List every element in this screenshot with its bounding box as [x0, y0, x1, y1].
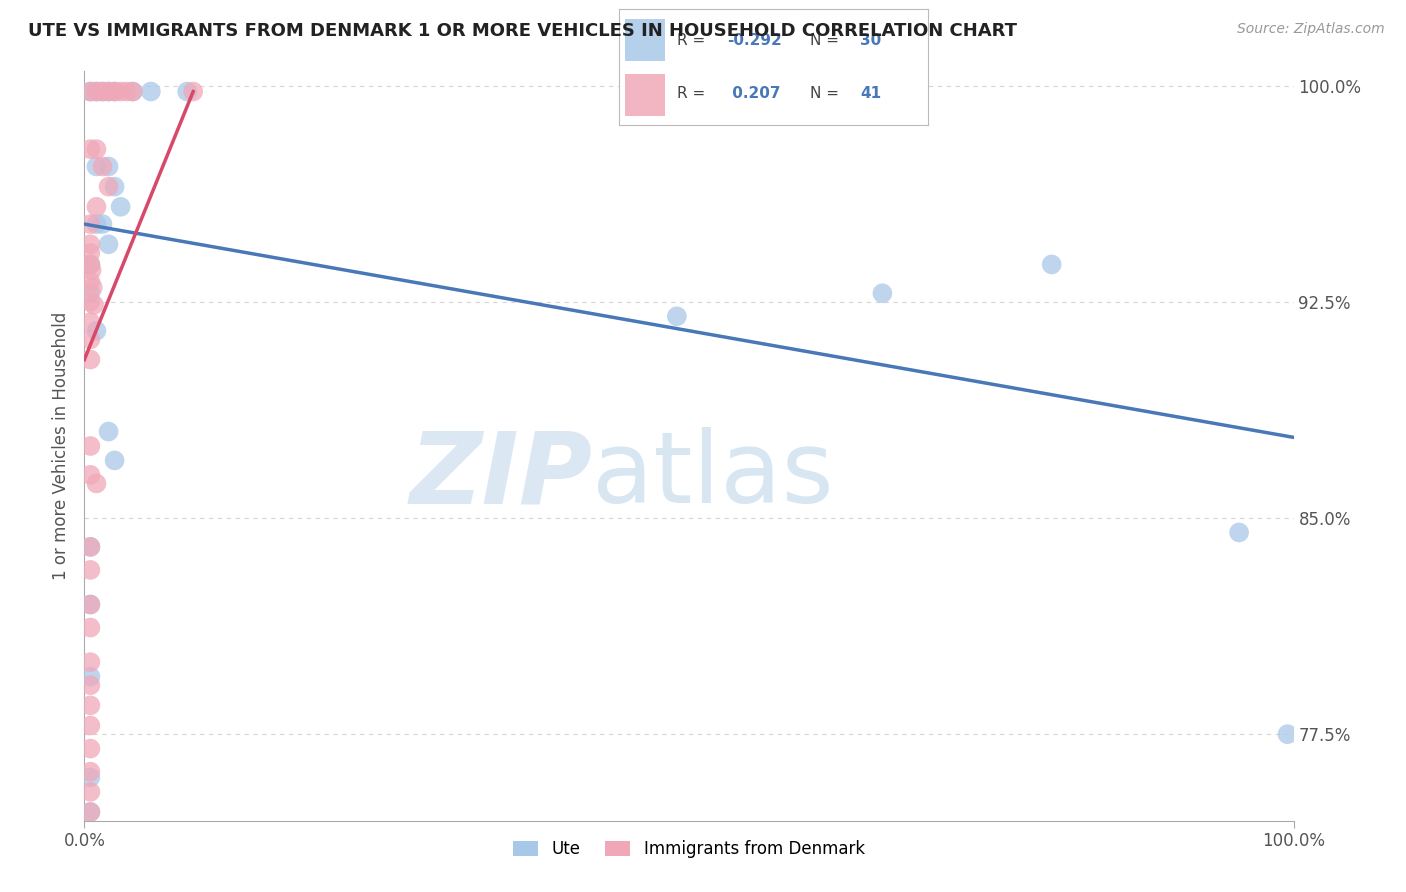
- Point: [79, 257, 101, 271]
- Text: 0.207: 0.207: [727, 86, 780, 101]
- Point: [665, 310, 688, 324]
- Point: [86, 217, 108, 231]
- Point: [115, 85, 138, 99]
- Point: [79, 540, 101, 554]
- Point: [79, 142, 101, 156]
- Point: [79, 246, 101, 260]
- Point: [79, 332, 101, 346]
- Point: [79, 698, 101, 713]
- Point: [97, 85, 120, 99]
- Point: [1040, 257, 1063, 271]
- Point: [104, 453, 127, 467]
- Point: [79, 540, 101, 554]
- Point: [79, 352, 101, 367]
- Point: [176, 85, 198, 99]
- Point: [80, 263, 103, 277]
- Text: 41: 41: [860, 86, 882, 101]
- Point: [79, 741, 101, 756]
- Point: [79, 294, 101, 309]
- Text: -0.292: -0.292: [727, 33, 782, 48]
- Point: [91, 85, 114, 99]
- Point: [83, 298, 105, 312]
- Text: UTE VS IMMIGRANTS FROM DENMARK 1 OR MORE VEHICLES IN HOUSEHOLD CORRELATION CHART: UTE VS IMMIGRANTS FROM DENMARK 1 OR MORE…: [28, 22, 1017, 40]
- Y-axis label: 1 or more Vehicles in Household: 1 or more Vehicles in Household: [52, 312, 70, 580]
- Point: [121, 85, 143, 99]
- Legend: Ute, Immigrants from Denmark: Ute, Immigrants from Denmark: [506, 833, 872, 864]
- Point: [79, 467, 101, 482]
- Point: [97, 237, 120, 252]
- Text: ZIP: ZIP: [409, 427, 592, 524]
- Text: R =: R =: [678, 33, 710, 48]
- Bar: [624, 74, 665, 116]
- Point: [79, 286, 101, 301]
- Point: [79, 669, 101, 683]
- Point: [86, 85, 108, 99]
- Point: [121, 85, 143, 99]
- Point: [97, 160, 120, 174]
- Point: [79, 598, 101, 612]
- Point: [86, 85, 108, 99]
- Point: [79, 563, 101, 577]
- Text: atlas: atlas: [592, 427, 834, 524]
- Point: [79, 718, 101, 732]
- Point: [139, 85, 162, 99]
- Point: [79, 439, 101, 453]
- Point: [86, 476, 108, 491]
- Point: [79, 85, 101, 99]
- Point: [104, 85, 127, 99]
- Text: N =: N =: [810, 86, 844, 101]
- Point: [79, 237, 101, 252]
- Point: [79, 315, 101, 329]
- Text: Source: ZipAtlas.com: Source: ZipAtlas.com: [1237, 22, 1385, 37]
- Point: [91, 217, 114, 231]
- Point: [91, 85, 114, 99]
- Point: [79, 621, 101, 635]
- Point: [97, 85, 120, 99]
- Point: [79, 805, 101, 819]
- Point: [79, 655, 101, 669]
- Point: [79, 275, 101, 289]
- Point: [79, 598, 101, 612]
- Point: [872, 286, 894, 301]
- Text: N =: N =: [810, 33, 844, 48]
- Point: [82, 280, 104, 294]
- Text: 30: 30: [860, 33, 882, 48]
- Point: [97, 425, 120, 439]
- Point: [86, 200, 108, 214]
- Bar: [624, 20, 665, 61]
- Point: [97, 179, 120, 194]
- Point: [79, 764, 101, 779]
- Point: [91, 160, 114, 174]
- Point: [79, 785, 101, 799]
- Point: [79, 257, 101, 271]
- Point: [1277, 727, 1299, 741]
- Point: [181, 85, 204, 99]
- Point: [110, 85, 132, 99]
- Point: [79, 771, 101, 785]
- Point: [104, 85, 127, 99]
- Point: [86, 160, 108, 174]
- Point: [86, 142, 108, 156]
- Point: [104, 179, 127, 194]
- Point: [79, 805, 101, 819]
- Point: [110, 200, 132, 214]
- Point: [79, 217, 101, 231]
- Text: R =: R =: [678, 86, 710, 101]
- Point: [79, 678, 101, 692]
- Point: [86, 324, 108, 338]
- Point: [1227, 525, 1250, 540]
- Point: [79, 85, 101, 99]
